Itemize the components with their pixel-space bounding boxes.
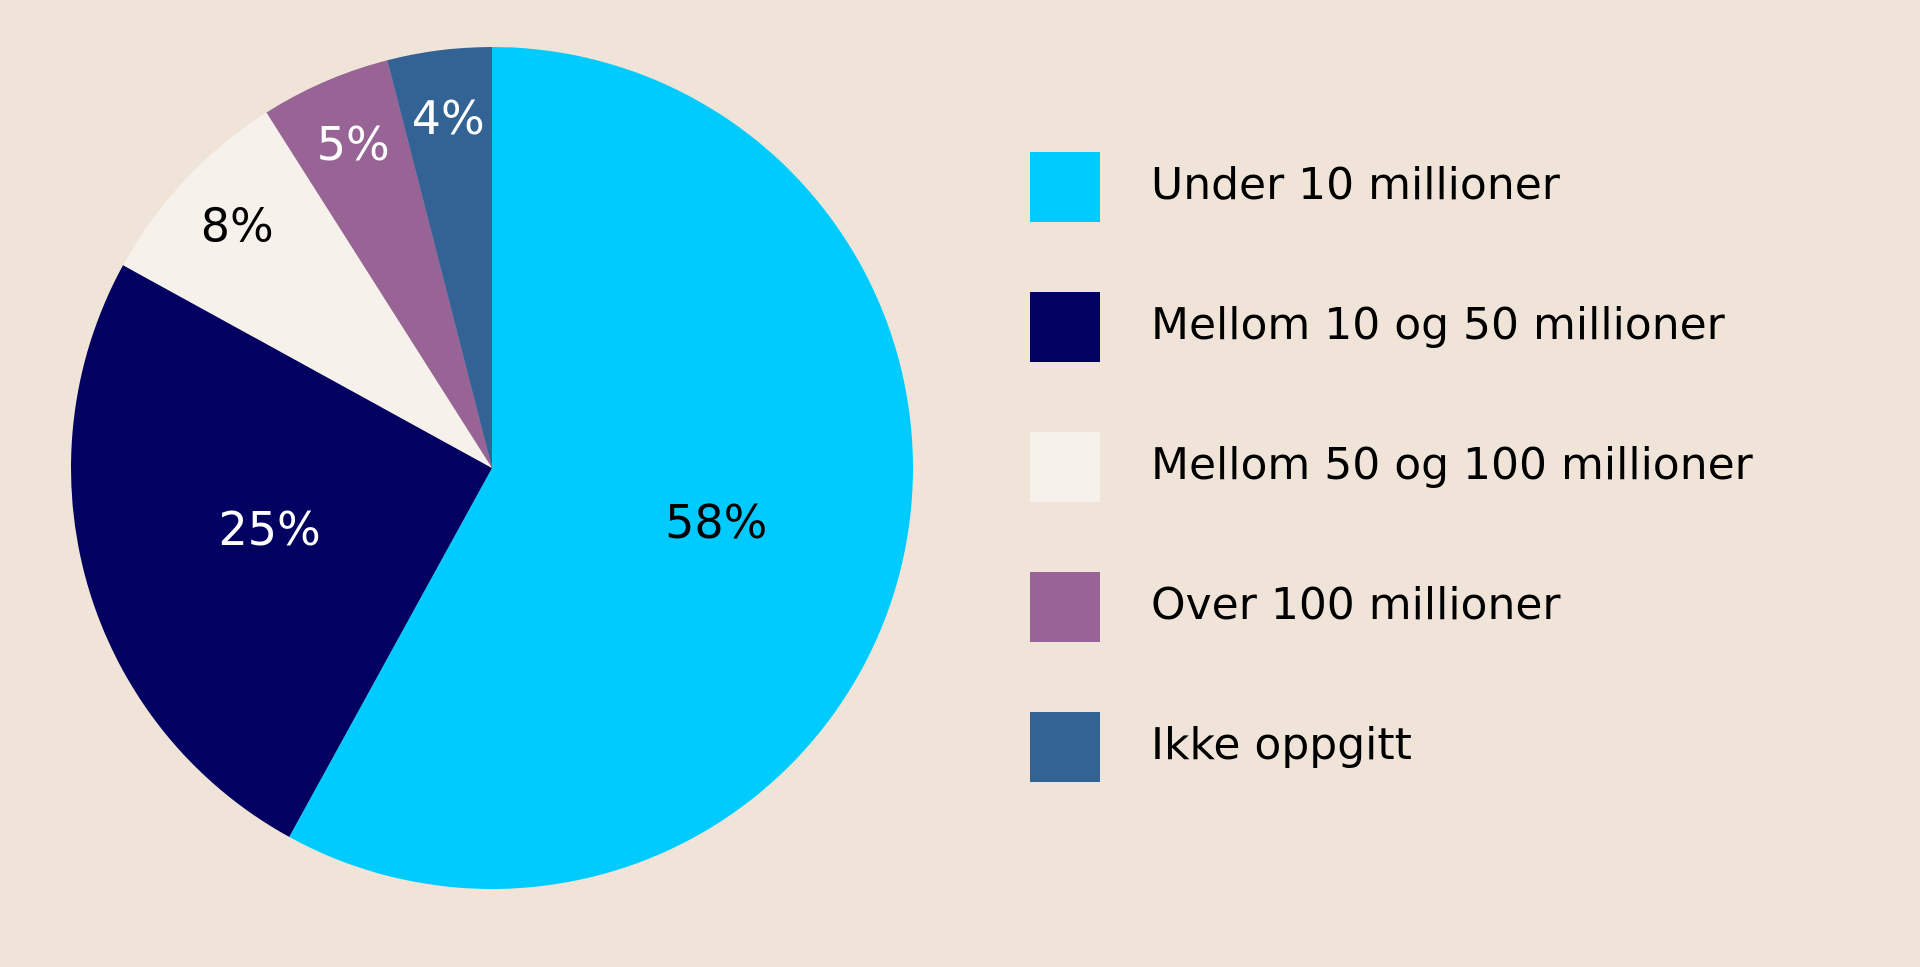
legend-swatch: [1030, 292, 1100, 362]
legend-swatch: [1030, 152, 1100, 222]
data-label: 58%: [665, 495, 767, 549]
legend-label: Mellom 50 og 100 millioner: [1151, 439, 1754, 490]
legend-swatch: [1030, 432, 1100, 502]
data-label: 8%: [201, 198, 274, 252]
pie-slice: [289, 47, 913, 889]
pie-slice: [123, 112, 492, 469]
pie-slice: [71, 265, 492, 837]
legend-swatch: [1030, 572, 1100, 642]
data-label: 25%: [219, 502, 321, 556]
data-label: 5%: [317, 117, 390, 171]
legend-label: Over 100 millioner: [1151, 579, 1561, 630]
pie-slice: [266, 60, 492, 468]
legend-label: Mellom 10 og 50 millioner: [1151, 299, 1726, 350]
legend-label: Ikke oppgitt: [1151, 719, 1412, 770]
data-label: 4%: [412, 91, 485, 145]
pie-slice: [387, 47, 492, 468]
legend-swatch: [1030, 712, 1100, 782]
legend-label: Under 10 millioner: [1151, 159, 1561, 210]
